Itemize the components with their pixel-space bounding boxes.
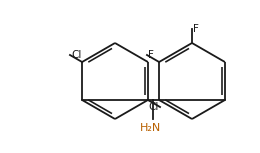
Text: H₂N: H₂N <box>140 123 161 133</box>
Text: F: F <box>193 24 199 34</box>
Text: Cl: Cl <box>149 102 159 112</box>
Text: F: F <box>148 50 154 60</box>
Text: Cl: Cl <box>71 50 81 60</box>
